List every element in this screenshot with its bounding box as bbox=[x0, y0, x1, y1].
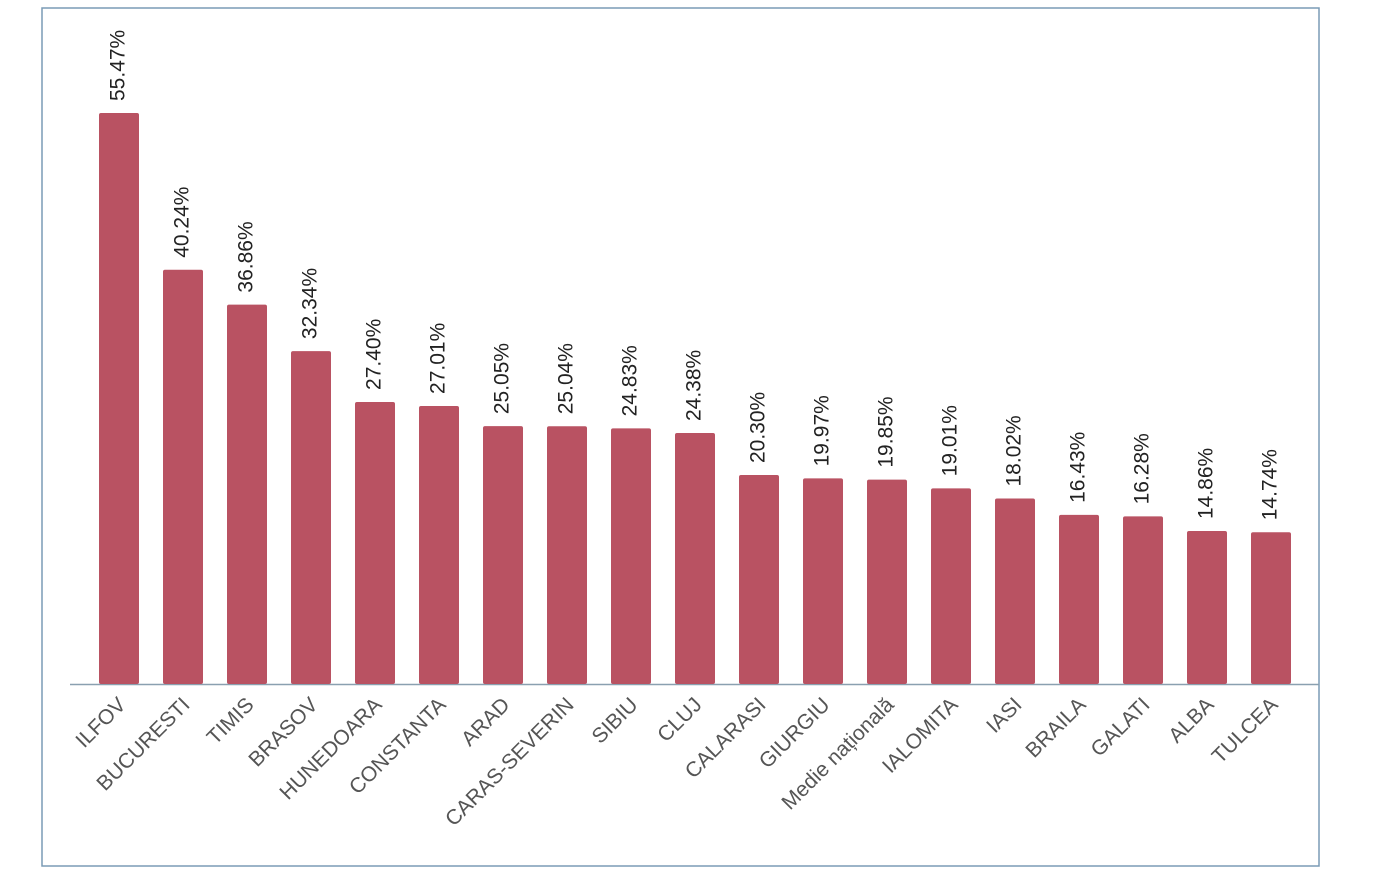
value-label: 14.86% bbox=[1195, 448, 1218, 519]
bar bbox=[291, 351, 331, 684]
value-label: 25.05% bbox=[491, 343, 514, 414]
value-label: 55.47% bbox=[107, 30, 130, 101]
bar bbox=[1251, 532, 1291, 684]
bar bbox=[931, 488, 971, 684]
x-tick-label: SIBIU bbox=[587, 693, 642, 748]
bar bbox=[803, 478, 843, 684]
value-label: 18.02% bbox=[1003, 415, 1026, 486]
bar bbox=[163, 269, 203, 684]
value-label: 19.01% bbox=[939, 405, 962, 476]
bar bbox=[99, 113, 139, 684]
x-tick-label: Medie națională bbox=[777, 693, 898, 814]
bar bbox=[675, 433, 715, 684]
bar bbox=[355, 401, 395, 684]
bar bbox=[419, 405, 459, 684]
x-tick-label: CLUJ bbox=[653, 693, 706, 746]
bar bbox=[1187, 531, 1227, 684]
value-label: 14.74% bbox=[1259, 449, 1282, 520]
x-tick-label: ARAD bbox=[457, 693, 515, 751]
value-label: 19.85% bbox=[875, 396, 898, 467]
x-tick-label: IASI bbox=[982, 693, 1026, 737]
value-label: 20.30% bbox=[747, 392, 770, 463]
value-label: 24.83% bbox=[619, 345, 642, 416]
bar bbox=[739, 475, 779, 684]
chart-frame bbox=[41, 7, 1320, 867]
value-label: 40.24% bbox=[171, 187, 194, 258]
x-tick-label: TULCEA bbox=[1208, 693, 1283, 768]
value-label: 27.40% bbox=[363, 319, 386, 390]
bar bbox=[867, 479, 907, 684]
x-tick-label: BRAILA bbox=[1021, 693, 1090, 762]
value-label: 19.97% bbox=[811, 395, 834, 466]
bar bbox=[547, 426, 587, 684]
value-label: 16.28% bbox=[1131, 433, 1154, 504]
bar bbox=[227, 304, 267, 684]
bar bbox=[611, 428, 651, 684]
value-label: 27.01% bbox=[427, 323, 450, 394]
value-label: 36.86% bbox=[235, 221, 258, 292]
value-label: 24.38% bbox=[683, 350, 706, 421]
bar bbox=[1123, 516, 1163, 684]
value-label: 32.34% bbox=[299, 268, 322, 339]
value-label: 16.43% bbox=[1067, 432, 1090, 503]
x-tick-label: TIMIS bbox=[203, 693, 259, 749]
x-tick-label: ILFOV bbox=[71, 693, 130, 752]
x-tick-label: GALATI bbox=[1087, 693, 1155, 761]
bar bbox=[995, 498, 1035, 684]
x-tick-label: ALBA bbox=[1164, 693, 1218, 747]
value-label: 25.04% bbox=[555, 343, 578, 414]
bar bbox=[483, 426, 523, 684]
bar bbox=[1059, 514, 1099, 684]
